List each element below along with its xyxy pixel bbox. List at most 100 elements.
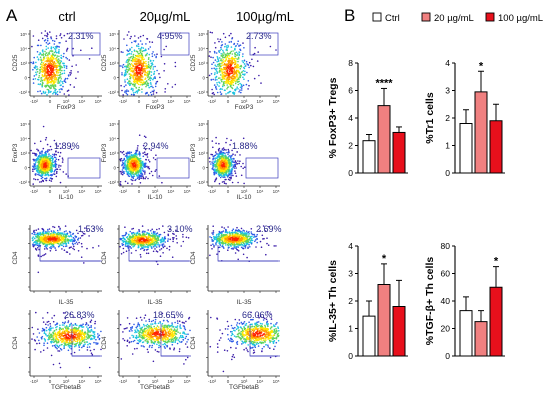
flow-plot-r0-c0: 10⁵ 10⁴ 10³ 0 -10²-10² 0 10³ 10⁴ 10⁵ FoxP3 CD25 2.3… bbox=[12, 30, 102, 111]
flow-y-label: CD25 bbox=[190, 54, 197, 71]
flow-x-tick-label: 0 bbox=[227, 99, 230, 104]
bar-y-tick-label: 3 bbox=[445, 86, 450, 96]
flow-dot-cloud bbox=[208, 136, 246, 185]
column-header-1: 20µg/mL bbox=[140, 9, 191, 24]
flow-x-tick-label: 10⁴ bbox=[79, 379, 86, 384]
flow-x-tick-label: 10³ bbox=[241, 379, 248, 384]
flow-x-tick-label: 10³ bbox=[152, 189, 159, 194]
bar-1 bbox=[474, 321, 488, 357]
flow-x-tick-label: 10⁴ bbox=[79, 99, 86, 104]
flow-y-tick-label: 0 bbox=[202, 166, 205, 171]
flow-x-label: FoxP3 bbox=[235, 104, 254, 111]
flow-y-tick-label: 0 bbox=[24, 166, 27, 171]
flow-x-label: IL-10 bbox=[59, 194, 74, 201]
flow-y-tick-label: 10³ bbox=[198, 151, 205, 156]
column-header-2: 100µg/mL bbox=[236, 9, 294, 24]
bar-0 bbox=[362, 315, 376, 357]
bar-chart-1: 0 1 2 3 4 %Tr1 cells * bbox=[424, 58, 505, 178]
bar-y-label: % FoxP3+ Tregs bbox=[327, 77, 339, 158]
flow-y-tick-label: 10⁴ bbox=[109, 137, 116, 142]
bar-y-label: %TGF-β+ Th cells bbox=[424, 257, 436, 346]
flow-y-label: CD4 bbox=[12, 251, 19, 264]
flow-plot-r2-c2: IL-35 CD4 2.69% bbox=[190, 224, 282, 306]
bar-y-tick-label: 60 bbox=[441, 269, 451, 279]
bar-y-tick-label: 3 bbox=[348, 269, 353, 279]
bar-y-tick-label: 2 bbox=[348, 141, 353, 151]
flow-y-tick-label: -10² bbox=[19, 180, 28, 185]
flow-y-tick-label: 10⁴ bbox=[20, 137, 27, 142]
flow-plot-r0-c1: 10⁵ 10⁴ 10³ 0 -10²-10² 0 10³ 10⁴ 10⁵ FoxP3 CD25 4.9… bbox=[101, 30, 191, 111]
flow-plot-r0-c2: 10⁵ 10⁴ 10³ 0 -10²-10² 0 10³ 10⁴ 10⁵ FoxP3 CD25 2.7… bbox=[190, 30, 280, 111]
bar-y-tick-label: 4 bbox=[348, 241, 353, 251]
flow-y-tick-label: -10² bbox=[197, 90, 206, 95]
flow-y-tick-label: 10³ bbox=[198, 61, 205, 66]
flow-x-tick-label: 10⁵ bbox=[184, 379, 191, 384]
bar-y-tick-label: 80 bbox=[441, 241, 451, 251]
flow-x-tick-label: 10³ bbox=[63, 189, 70, 194]
flow-x-tick-label: 0 bbox=[138, 379, 141, 384]
flow-x-label: FoxP3 bbox=[57, 104, 76, 111]
flow-x-tick-label: 10⁴ bbox=[257, 379, 264, 384]
flow-x-tick-label: 0 bbox=[49, 379, 52, 384]
bar-chart-0: 0 2 4 6 8 % FoxP3+ Tregs **** bbox=[327, 58, 408, 178]
flow-x-label: TGFbetaB bbox=[51, 384, 81, 391]
flow-plot-r2-c1: IL-35 CD4 3.10% bbox=[101, 224, 193, 306]
flow-plot-r3-c2: -10³ 0 10³ 10⁴ 10⁵ TGFbetaB CD4 66.06% bbox=[190, 310, 280, 391]
flow-x-tick-label: 10⁵ bbox=[184, 99, 191, 104]
flow-x-tick-label: 10⁴ bbox=[168, 189, 175, 194]
bar-2 bbox=[392, 131, 406, 174]
flow-gate-percentage: 18.65% bbox=[153, 310, 184, 320]
flow-y-tick-label: 10³ bbox=[20, 61, 27, 66]
bar-2 bbox=[392, 306, 406, 357]
flow-gate bbox=[249, 32, 279, 56]
bar-y-tick-label: 1 bbox=[445, 141, 450, 151]
flow-gate-percentage: 2.31% bbox=[68, 31, 94, 41]
bar-0 bbox=[459, 310, 473, 357]
flow-x-tick-label: 10⁵ bbox=[184, 189, 191, 194]
flow-x-tick-label: 10³ bbox=[152, 379, 159, 384]
flow-x-tick-label: -10² bbox=[119, 189, 128, 194]
flow-y-tick-label: 10⁴ bbox=[109, 47, 116, 52]
flow-y-label: CD4 bbox=[101, 336, 108, 349]
bar-2 bbox=[489, 286, 503, 357]
flow-y-label: CD4 bbox=[12, 336, 19, 349]
flow-y-tick-label: 0 bbox=[113, 166, 116, 171]
flow-y-label: CD25 bbox=[101, 54, 108, 71]
flow-gate bbox=[160, 32, 190, 56]
flow-y-tick-label: 10⁴ bbox=[20, 47, 27, 52]
flow-gate-percentage: 2.73% bbox=[246, 31, 272, 41]
legend-label-2: 100 µg/mL bbox=[498, 13, 543, 24]
flow-dot-cloud bbox=[30, 30, 93, 96]
flow-y-label: CD4 bbox=[190, 251, 197, 264]
bar-y-tick-label: 2 bbox=[445, 113, 450, 123]
flow-y-tick-label: 10⁴ bbox=[198, 47, 205, 52]
flow-plot-r3-c1: -10³ 0 10³ 10⁴ 10⁵ TGFbetaB CD4 18.65% bbox=[101, 310, 191, 391]
flow-x-tick-label: -10³ bbox=[30, 379, 39, 384]
flow-plot-r1-c2: 10⁵ 10⁴ 10³ 0 -10²-10² 0 10³ 10⁴ 10⁵ IL-10 FoxP3 1.… bbox=[190, 120, 280, 201]
flow-gate bbox=[156, 157, 190, 179]
flow-y-tick-label: -10² bbox=[197, 180, 206, 185]
flow-gate-percentage: 3.10% bbox=[167, 224, 193, 234]
flow-gate-percentage: 66.06% bbox=[242, 310, 273, 320]
flow-plot-r1-c1: 10⁵ 10⁴ 10³ 0 -10²-10² 0 10³ 10⁴ 10⁵ IL-10 FoxP3 2.… bbox=[101, 120, 191, 201]
panel-b-label: B bbox=[344, 6, 355, 25]
column-header-0: ctrl bbox=[58, 9, 75, 24]
bar-chart-3: 0 20 40 60 80 %TGF-β+ Th cells * bbox=[424, 241, 505, 361]
flow-dot-cloud bbox=[119, 312, 191, 365]
bar-y-tick-label: 8 bbox=[348, 58, 353, 68]
bar-1 bbox=[377, 105, 391, 174]
bar-y-tick-label: 0 bbox=[445, 168, 450, 178]
flow-x-tick-label: 10³ bbox=[241, 189, 248, 194]
legend-swatch-1 bbox=[421, 12, 431, 22]
flow-x-label: IL-10 bbox=[148, 194, 163, 201]
flow-gate bbox=[71, 32, 101, 56]
bar-0 bbox=[362, 140, 376, 174]
flow-x-tick-label: 10⁴ bbox=[168, 99, 175, 104]
flow-x-tick-label: -10³ bbox=[119, 379, 128, 384]
bar-chart-2: 0 1 2 3 4 %IL-35+ Th cells * bbox=[327, 241, 408, 361]
flow-x-tick-label: -10³ bbox=[208, 379, 217, 384]
flow-dot-cloud bbox=[30, 125, 73, 185]
flow-x-tick-label: -10² bbox=[30, 189, 39, 194]
flow-plot-r2-c0: IL-35 CD4 1.53% bbox=[12, 224, 104, 306]
